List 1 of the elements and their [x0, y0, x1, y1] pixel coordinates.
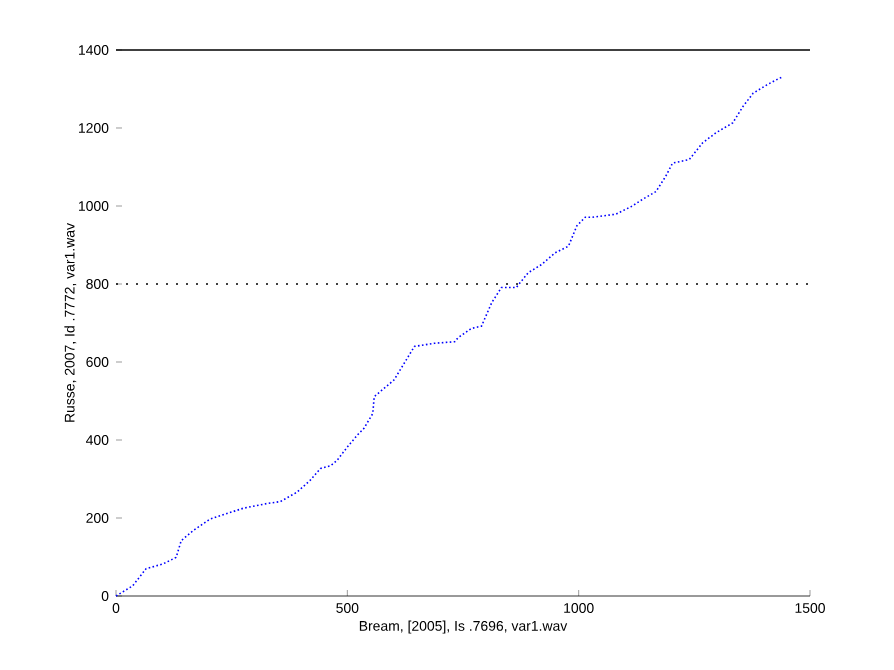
line-series	[115, 75, 784, 597]
